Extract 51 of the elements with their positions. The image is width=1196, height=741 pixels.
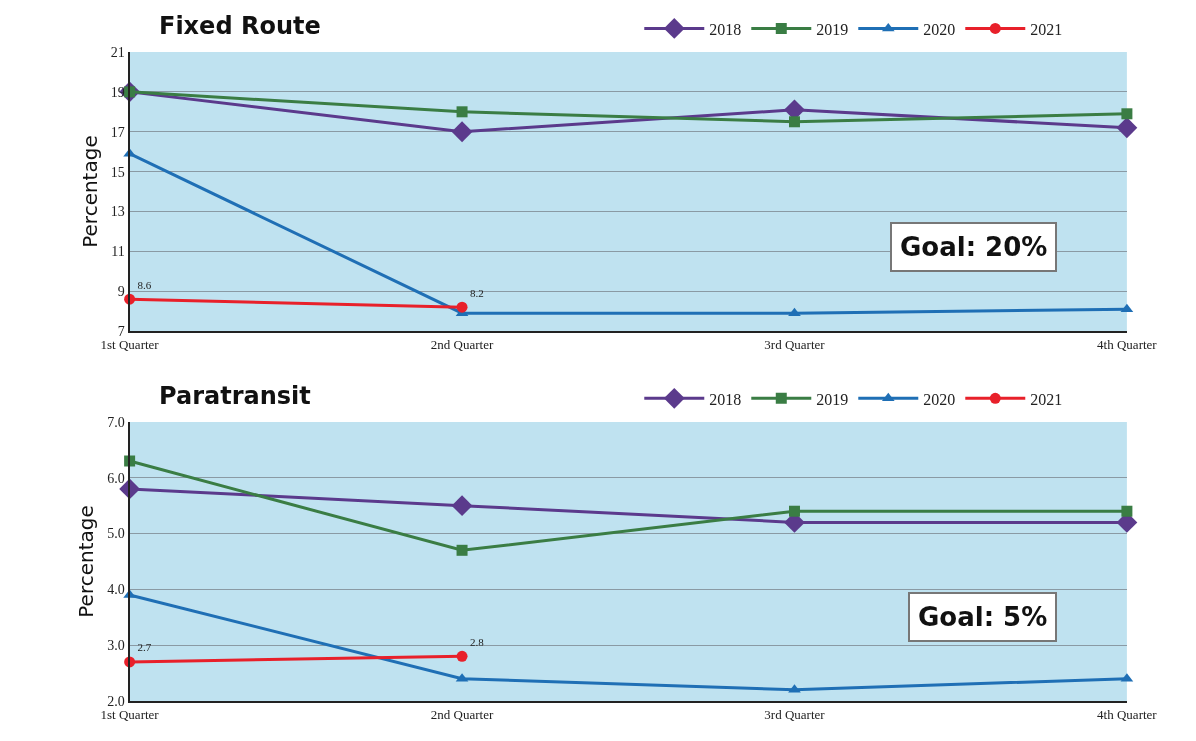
legend-label: 2019 (816, 20, 849, 38)
y-tick-label: 17 (110, 124, 125, 140)
y-tick-label: 2.0 (107, 693, 125, 709)
legend-label: 2018 (709, 20, 742, 38)
point (456, 650, 468, 662)
x-tick-label: 1st Quarter (100, 706, 160, 722)
legend-label: 2019 (816, 390, 849, 408)
point (788, 505, 800, 517)
y-tick-label: 4.0 (107, 582, 125, 598)
y-axis-title: Percentage (74, 505, 99, 618)
y-tick-label: 7.0 (107, 414, 125, 430)
x-tick-label: 2nd Quarter (430, 706, 494, 722)
data-label: 2.8 (469, 635, 485, 648)
legend-label: 2021 (1030, 20, 1063, 38)
x-tick-label: 1st Quarter (100, 336, 160, 352)
point (456, 106, 468, 118)
y-tick-label: 15 (110, 164, 125, 180)
data-label: 8.2 (469, 286, 484, 299)
x-tick-label: 4th Quarter (1097, 706, 1158, 722)
x-tick-label: 3rd Quarter (764, 706, 826, 722)
y-tick-label: 11 (111, 244, 125, 260)
y-tick-label: 3.0 (107, 638, 125, 654)
point (1121, 505, 1133, 517)
annotation: Goal: 20% (900, 232, 1048, 262)
y-tick-label: 19 (110, 84, 125, 100)
x-tick-label: 2nd Quarter (430, 336, 494, 352)
point (456, 301, 468, 313)
y-tick-label: 9 (117, 284, 125, 300)
point (1121, 108, 1133, 120)
point (451, 495, 473, 517)
y-tick-label: 21 (110, 44, 125, 60)
y-axis-title: Percentage (77, 135, 102, 248)
x-tick-label: 3rd Quarter (764, 336, 826, 352)
chart-title: Fixed Route (159, 12, 321, 40)
y-tick-label: 5.0 (107, 526, 125, 542)
y-tick-label: 7 (117, 323, 125, 339)
point (451, 121, 473, 143)
chart-title: Paratransit (159, 382, 311, 410)
data-label: 8.6 (137, 278, 152, 291)
y-tick-label: 13 (110, 204, 125, 220)
point (1116, 117, 1138, 139)
x-tick-label: 4th Quarter (1097, 336, 1158, 352)
legend-label: 2020 (923, 390, 956, 408)
data-label: 2.7 (137, 641, 152, 654)
legend-label: 2020 (923, 20, 956, 38)
point (456, 544, 468, 556)
legend-label: 2021 (1030, 390, 1063, 408)
point (788, 116, 800, 128)
legend-label: 2018 (709, 390, 742, 408)
y-tick-label: 6.0 (107, 470, 125, 486)
annotation: Goal: 5% (918, 602, 1048, 632)
